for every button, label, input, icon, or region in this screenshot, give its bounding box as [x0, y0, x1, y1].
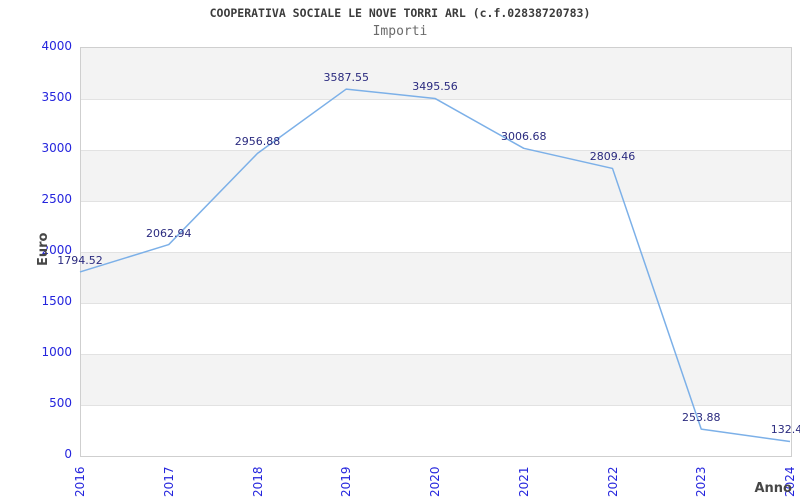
chart-subtitle: Importi	[372, 24, 428, 39]
y-axis-title: Euro	[36, 232, 51, 266]
gridline	[81, 150, 791, 151]
x-tick-label: 2020	[428, 466, 442, 497]
chart-title: COOPERATIVA SOCIALE LE NOVE TORRI ARL (c…	[209, 6, 591, 20]
gridline	[81, 405, 791, 406]
data-label: 2062.94	[146, 226, 192, 240]
x-tick-label: 2022	[605, 466, 620, 497]
gridline	[81, 303, 791, 304]
y-tick-label: 2000	[41, 243, 72, 257]
y-tick-label: 3500	[41, 90, 72, 104]
y-tick-label: 4000	[41, 39, 72, 53]
data-label: 1794.52	[57, 253, 103, 267]
y-tick-label: 1000	[41, 345, 72, 359]
x-axis-title: Anno	[754, 481, 792, 496]
data-label: 3495.56	[412, 80, 458, 94]
x-tick-label: 2023	[694, 466, 709, 497]
x-tick-label: 2021	[516, 466, 531, 497]
data-label: 3006.68	[501, 130, 547, 144]
y-tick-label: 0	[64, 447, 72, 461]
data-label: 3587.55	[323, 71, 370, 85]
y-tick-label: 2500	[41, 192, 72, 206]
data-label: 132.43	[770, 423, 800, 437]
plot-band	[81, 252, 791, 303]
y-tick-label: 500	[49, 396, 72, 410]
gridline	[81, 354, 791, 355]
data-label: 2809.46	[589, 150, 636, 164]
plot-band	[81, 354, 791, 405]
gridline	[81, 252, 791, 253]
y-tick-label: 1500	[41, 294, 72, 308]
x-tick-label: 2019	[339, 466, 354, 497]
x-tick-label: 2017	[161, 466, 176, 497]
plot-band	[81, 150, 791, 201]
gridline	[81, 99, 791, 100]
data-label: 2956.88	[234, 135, 281, 149]
gridline	[81, 201, 791, 202]
data-label: 253.88	[682, 411, 721, 425]
x-tick-label: 2018	[250, 466, 265, 497]
x-tick-label: 2016	[73, 466, 87, 497]
plot-area	[80, 47, 792, 457]
y-tick-label: 3000	[41, 141, 72, 155]
